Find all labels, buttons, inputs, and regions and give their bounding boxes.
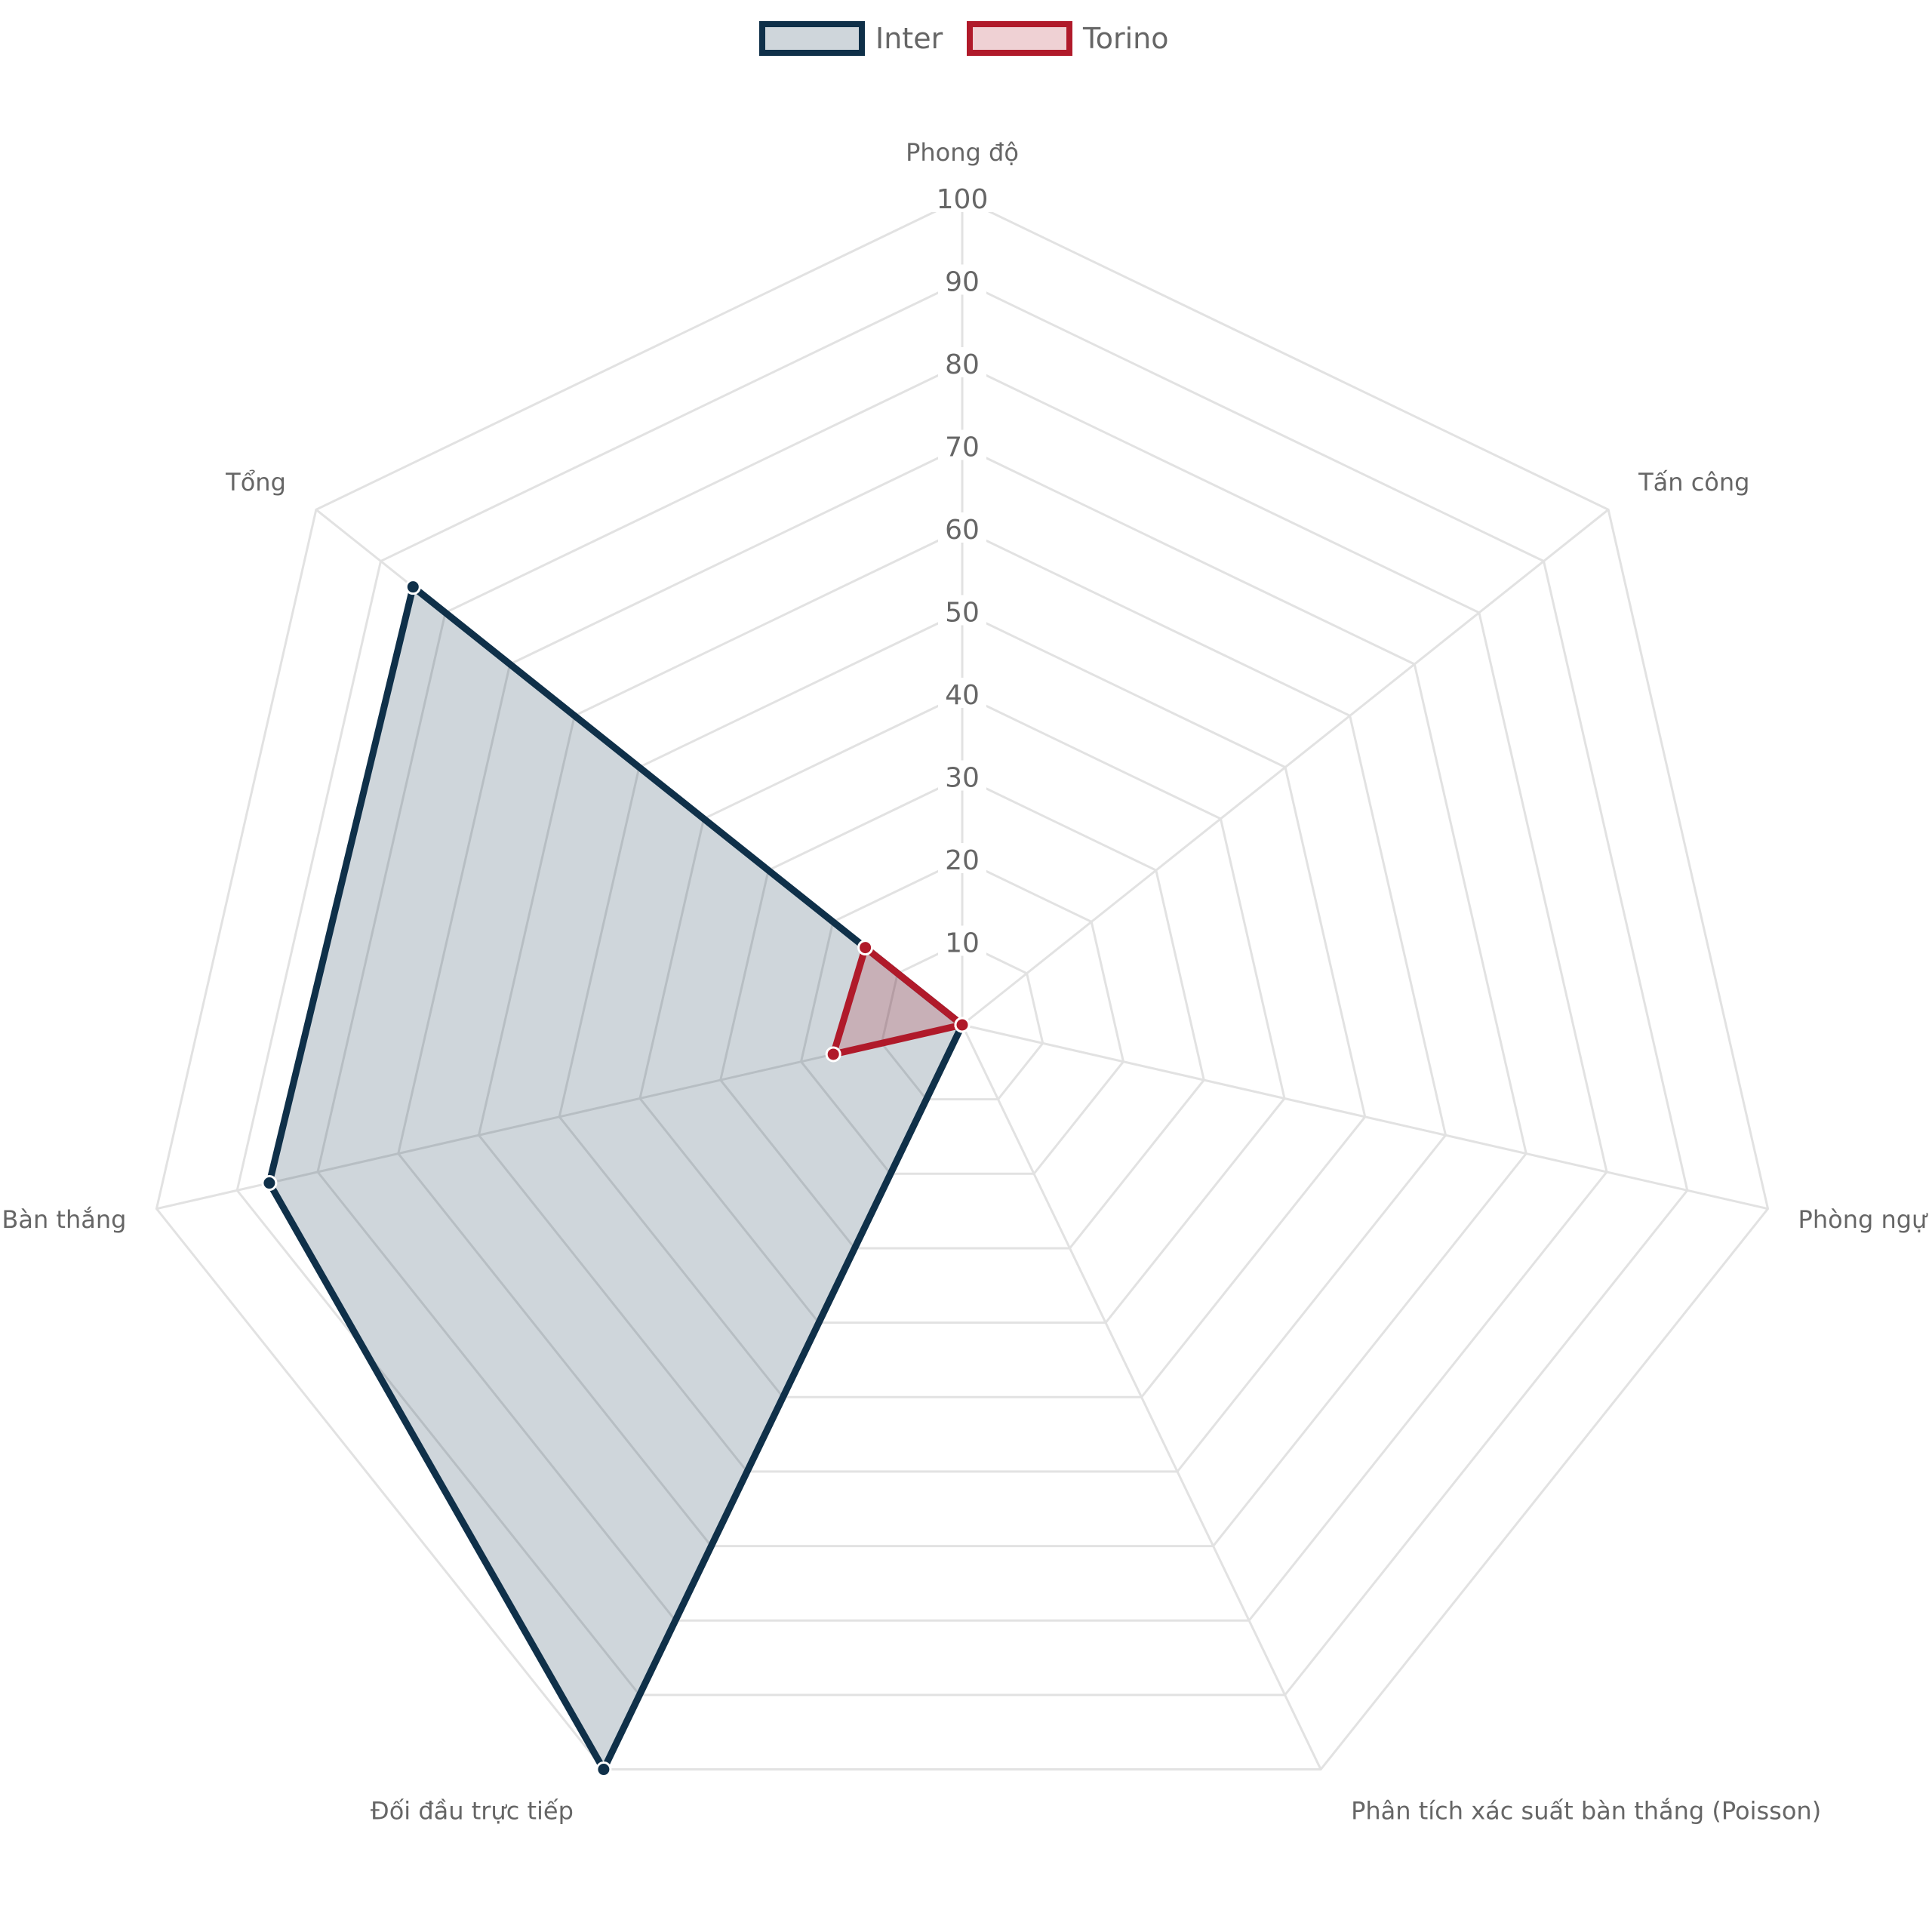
grid-ring — [155, 197, 1770, 1771]
axis-spoke — [961, 509, 1610, 1026]
axis-label: Đối đầu trực tiếp — [371, 1797, 574, 1826]
legend-swatch-inter — [759, 21, 865, 56]
tick-label: 90 — [945, 267, 980, 298]
data-point-torino[interactable] — [857, 940, 874, 956]
tick-label-backdrop — [938, 347, 986, 377]
axis-spoke — [961, 1023, 1768, 1211]
series-layer — [261, 579, 971, 1778]
legend-label-inter: Inter — [875, 22, 943, 55]
grid-ring — [397, 445, 1527, 1548]
grid-ring — [558, 610, 1367, 1398]
tick-label: 70 — [945, 432, 980, 463]
tick-label-backdrop — [938, 925, 986, 956]
axis-label: Phân tích xác suất bàn thắng (Poisson) — [1351, 1797, 1821, 1826]
tick-label: 60 — [945, 515, 980, 546]
series-area-inter — [266, 583, 966, 1774]
data-point-torino[interactable] — [825, 1046, 841, 1063]
series-area-torino — [829, 944, 966, 1058]
radar-grid — [155, 197, 1770, 1771]
tick-label: 30 — [945, 763, 980, 794]
tick-label-backdrop — [938, 595, 986, 626]
tick-label-backdrop — [938, 429, 986, 460]
tick-label-backdrop — [931, 182, 994, 212]
legend-item-inter[interactable]: Inter — [759, 21, 943, 56]
tick-label: 50 — [945, 598, 980, 629]
tick-label-backdrop — [938, 843, 986, 873]
legend-item-torino[interactable]: Torino — [967, 21, 1169, 56]
axis-label: Tổng — [225, 468, 286, 497]
tick-label-backdrop — [938, 678, 986, 708]
axis-spoke — [961, 1024, 1322, 1770]
grid-ring — [477, 528, 1447, 1473]
axis-labels: Phong độ Tấn công Phòng ngự Phân tích xác s… — [2, 138, 1928, 1826]
axis-label: Phòng ngự — [1798, 1205, 1929, 1234]
tick-label: 80 — [945, 349, 980, 380]
legend-label-torino: Torino — [1082, 22, 1169, 55]
data-point-inter[interactable] — [595, 1761, 612, 1778]
axis-label: Tấn công — [1638, 468, 1749, 497]
radial-tick-labels: 10 20 30 40 50 60 70 80 90 100 — [931, 182, 994, 959]
data-point-inter[interactable] — [405, 579, 421, 595]
legend: Inter Torino — [759, 21, 1169, 56]
tick-label: 20 — [945, 845, 980, 876]
data-point-inter[interactable] — [261, 1175, 278, 1192]
legend-swatch-torino — [967, 21, 1072, 56]
tick-label-backdrop — [938, 512, 986, 543]
grid-ring — [799, 858, 1125, 1175]
tick-label: 40 — [945, 680, 980, 711]
axis-label: Bàn thắng — [2, 1205, 126, 1234]
tick-label: 10 — [945, 928, 980, 959]
grid-ring — [638, 693, 1286, 1324]
grid-ring — [235, 279, 1689, 1697]
grid-ring — [316, 362, 1608, 1622]
data-point-torino[interactable] — [954, 1017, 971, 1033]
tick-label: 100 — [937, 184, 989, 215]
axis-label: Phong độ — [906, 138, 1019, 167]
grid-ring — [880, 940, 1044, 1101]
grid-ring — [719, 775, 1205, 1250]
tick-label-backdrop — [938, 264, 986, 295]
tick-label-backdrop — [938, 760, 986, 791]
